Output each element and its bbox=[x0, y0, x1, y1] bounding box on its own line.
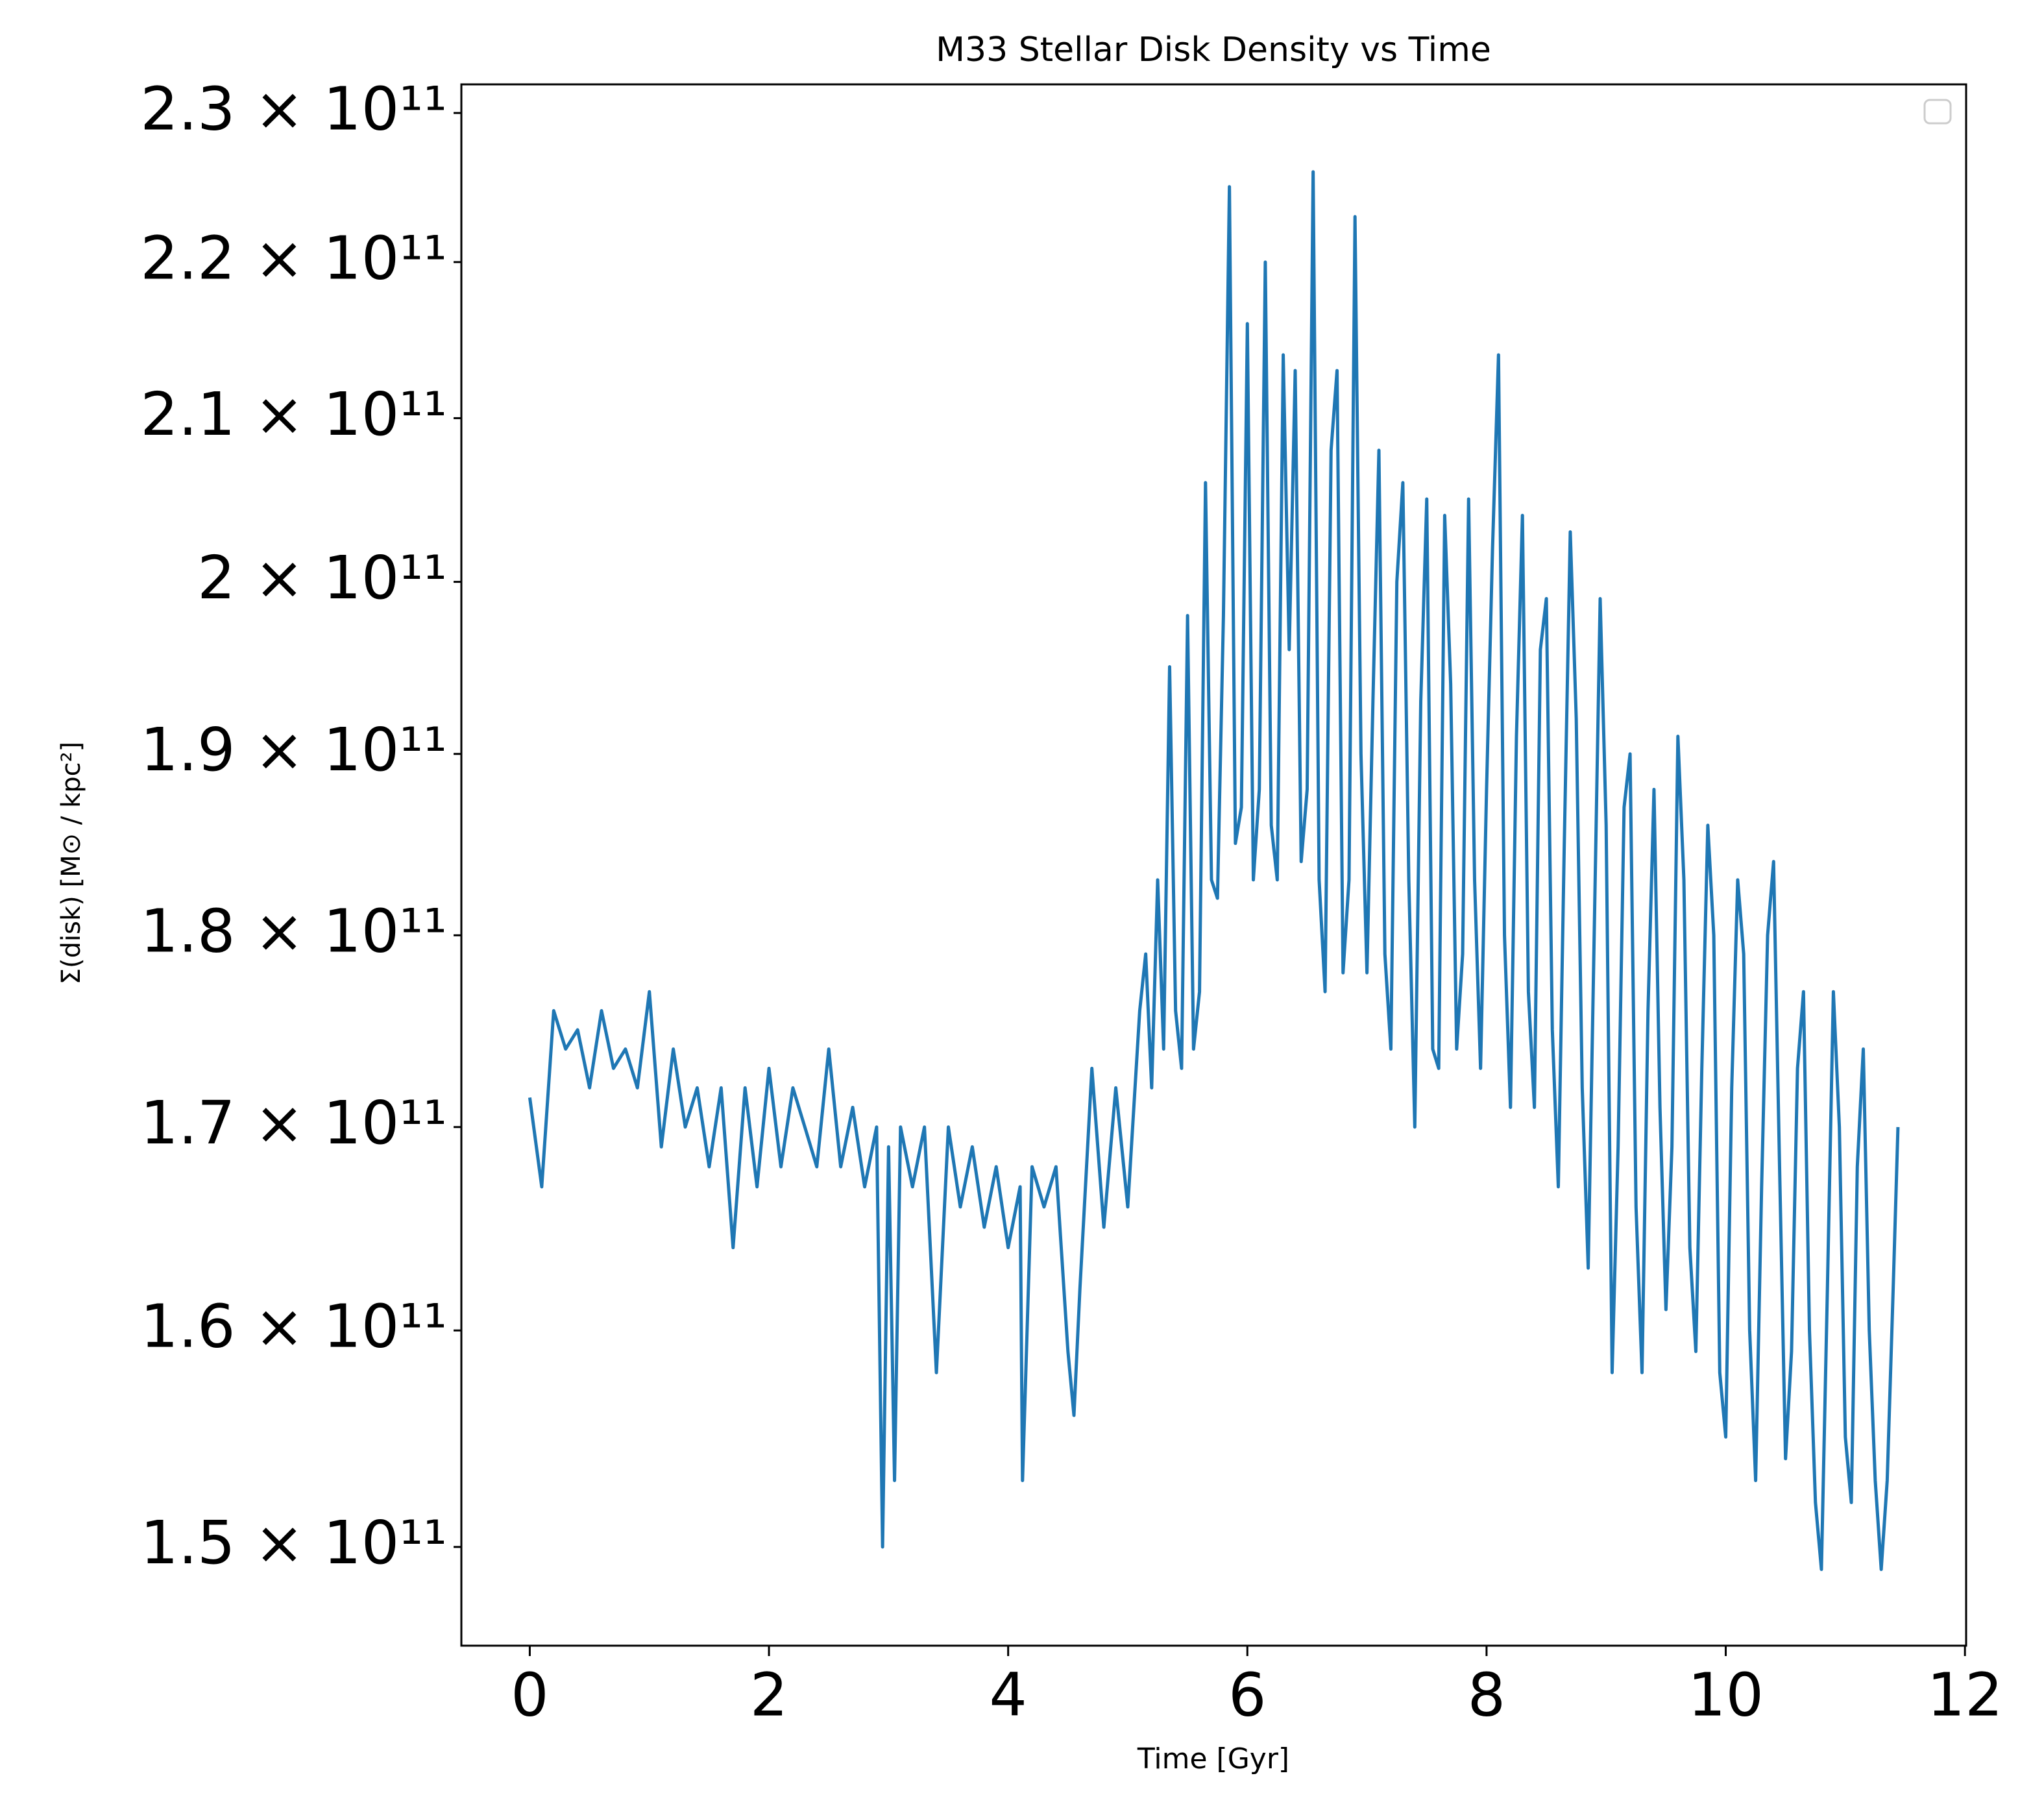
x-axis-label: Time [Gyr] bbox=[1137, 1742, 1289, 1775]
x-tick-label: 6 bbox=[1228, 1660, 1267, 1729]
y-tick-label: 1.9 × 10¹¹ bbox=[140, 715, 447, 785]
y-tick-label: 2.1 × 10¹¹ bbox=[140, 380, 447, 449]
y-axis-label: Σ(disk) [M⊙ / kpc²] bbox=[56, 742, 86, 984]
x-tick-label: 4 bbox=[989, 1660, 1027, 1729]
y-tick-label: 1.5 × 10¹¹ bbox=[140, 1508, 447, 1578]
x-tick-label: 12 bbox=[1927, 1660, 2003, 1729]
data-line bbox=[528, 170, 1900, 1571]
y-tick-label: 1.6 × 10¹¹ bbox=[140, 1292, 447, 1361]
y-tick-label: 2 × 10¹¹ bbox=[197, 543, 447, 613]
x-tick-label: 0 bbox=[511, 1660, 549, 1729]
legend-box bbox=[1923, 99, 1952, 125]
y-tick-label: 2.3 × 10¹¹ bbox=[140, 74, 447, 143]
x-tick-label: 10 bbox=[1688, 1660, 1764, 1729]
x-tick-label: 2 bbox=[750, 1660, 788, 1729]
chart-title: M33 Stellar Disk Density vs Time bbox=[936, 30, 1491, 69]
plot-frame bbox=[460, 83, 1967, 1647]
x-tick-label: 8 bbox=[1468, 1660, 1506, 1729]
y-tick-label: 1.8 × 10¹¹ bbox=[140, 897, 447, 966]
y-tick-label: 2.2 × 10¹¹ bbox=[140, 223, 447, 293]
y-tick-label: 1.7 × 10¹¹ bbox=[140, 1088, 447, 1158]
